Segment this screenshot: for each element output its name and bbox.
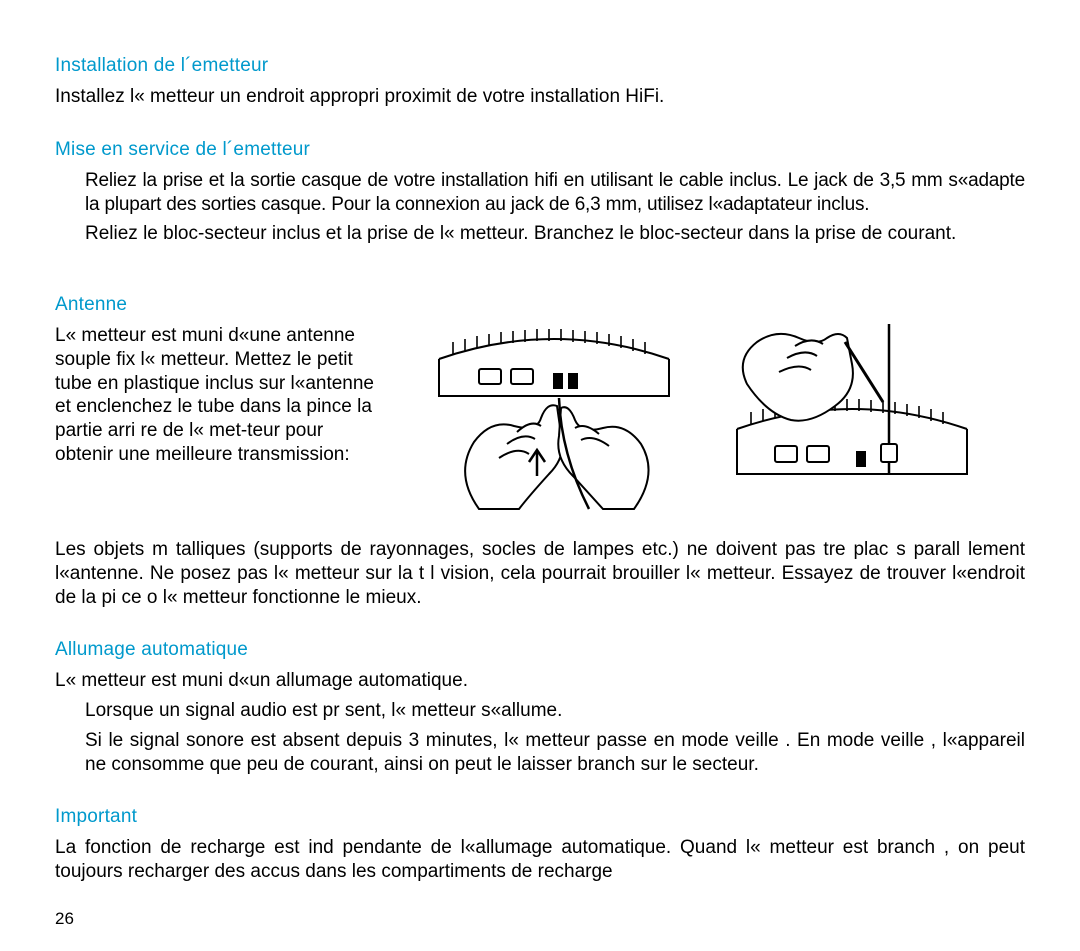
section-mise-en-service: Mise en service de l´emetteur Reliez la …: [55, 139, 1025, 246]
illustration-antenna-insert: [419, 324, 689, 514]
heading-installation: Installation de l´emetteur: [55, 55, 1025, 77]
allumage-intro: L« metteur est muni d«un allumage automa…: [55, 669, 1025, 693]
page-number: 26: [55, 909, 74, 929]
section-allumage: Allumage automatique L« metteur est muni…: [55, 639, 1025, 776]
heading-important: Important: [55, 806, 1025, 828]
important-body: La fonction de recharge est ind pendante…: [55, 836, 1025, 884]
body-installation: Installez l« metteur un endroit appropri…: [55, 85, 1025, 109]
section-antenne: Antenne L« metteur est muni d«une antenn…: [55, 294, 1025, 609]
antenne-below-text: Les objets m talliques (supports de rayo…: [55, 538, 1025, 609]
section-installation: Installation de l´emetteur Installez l« …: [55, 55, 1025, 109]
heading-mise-en-service: Mise en service de l´emetteur: [55, 139, 1025, 161]
heading-antenne: Antenne: [55, 294, 1025, 316]
allumage-bullet-2: Si le signal sonore est absent depuis 3 …: [85, 729, 1025, 777]
heading-allumage: Allumage automatique: [55, 639, 1025, 661]
antenne-column-text: L« metteur est muni d«une antenne souple…: [55, 324, 385, 467]
antenne-illustrations: [419, 324, 987, 514]
mise-en-service-para-2: Reliez le bloc-secteur inclus et la pris…: [85, 222, 1025, 246]
document-page: Installation de l´emetteur Installez l« …: [0, 0, 1080, 951]
illustration-antenna-clip: [717, 324, 987, 514]
mise-en-service-para-1: Reliez la prise et la sortie casque de v…: [85, 169, 1025, 217]
section-important: Important La fonction de recharge est in…: [55, 806, 1025, 884]
allumage-bullet-1: Lorsque un signal audio est pr sent, l« …: [85, 699, 1025, 723]
